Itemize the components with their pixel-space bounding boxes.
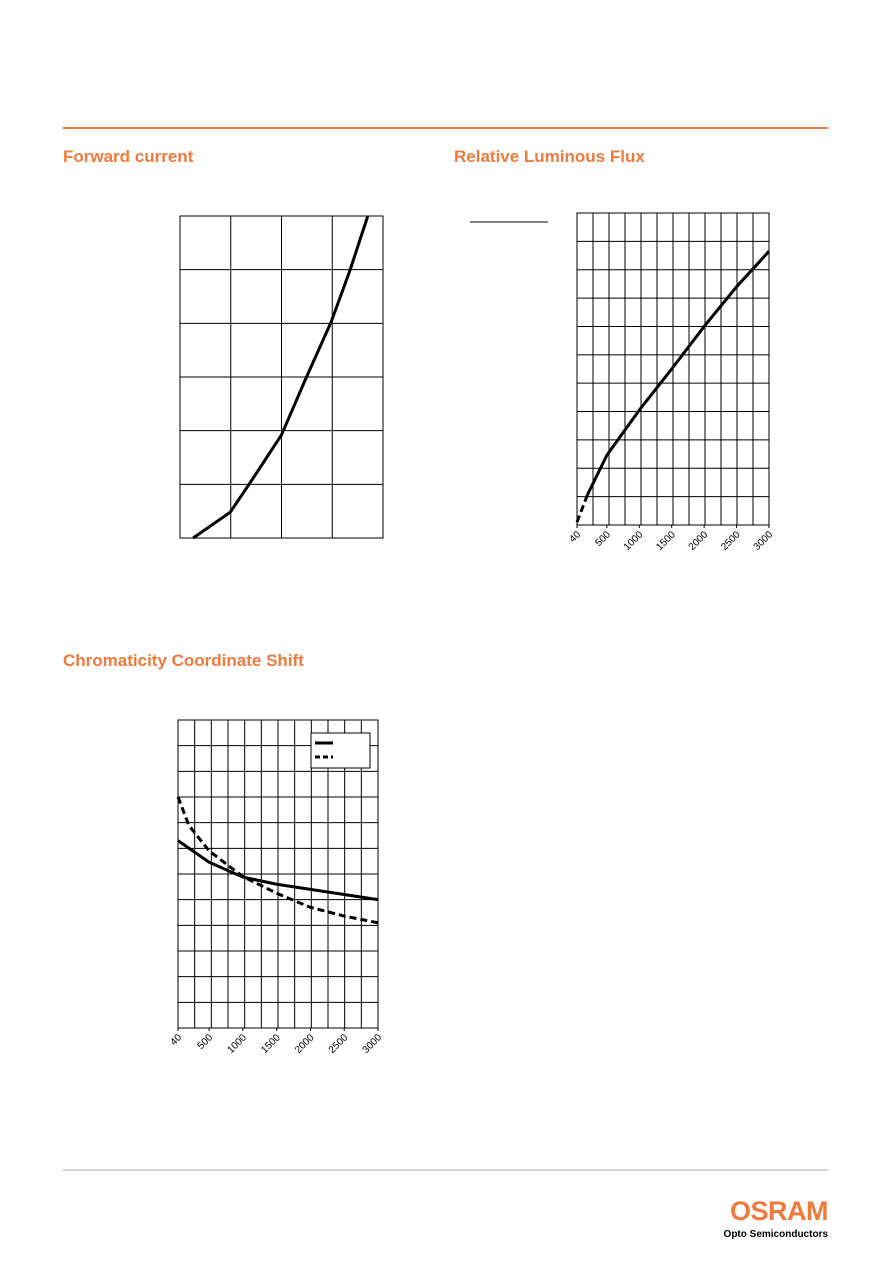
x-tick-label: 1000 [622, 529, 646, 553]
x-tick-label: 2500 [327, 1032, 351, 1056]
curve [177, 839, 379, 902]
x-tick-label: 40 [567, 529, 583, 545]
x-tick-label: 500 [593, 529, 613, 549]
plot-frame [576, 212, 770, 526]
legend-box [310, 732, 371, 769]
x-tick-label: 1500 [259, 1032, 283, 1056]
plot-frame [179, 215, 384, 539]
chart-title: Chromaticity Coordinate Shift [63, 651, 304, 670]
curve [575, 494, 589, 523]
curve [192, 215, 370, 540]
x-tick-label: 1000 [225, 1032, 249, 1056]
curve [586, 250, 771, 496]
x-tick-label: 2000 [687, 529, 711, 553]
chart-title: Relative Luminous Flux [454, 147, 645, 166]
x-tick-label: 40 [168, 1032, 184, 1048]
chart-title: Forward current [63, 147, 194, 166]
x-tick-label: 500 [196, 1032, 216, 1052]
x-tick-label: 1500 [654, 529, 678, 553]
x-tick-label: 2000 [293, 1032, 317, 1056]
x-tick-label: 3000 [752, 529, 776, 553]
x-tick-label: 2500 [719, 529, 743, 553]
x-tick-label: 3000 [361, 1032, 385, 1056]
plot-frame [177, 719, 379, 1029]
logo-tagline: Opto Semiconductors [724, 1229, 829, 1240]
curve [176, 796, 379, 925]
logo: OSRAM [730, 1196, 828, 1226]
